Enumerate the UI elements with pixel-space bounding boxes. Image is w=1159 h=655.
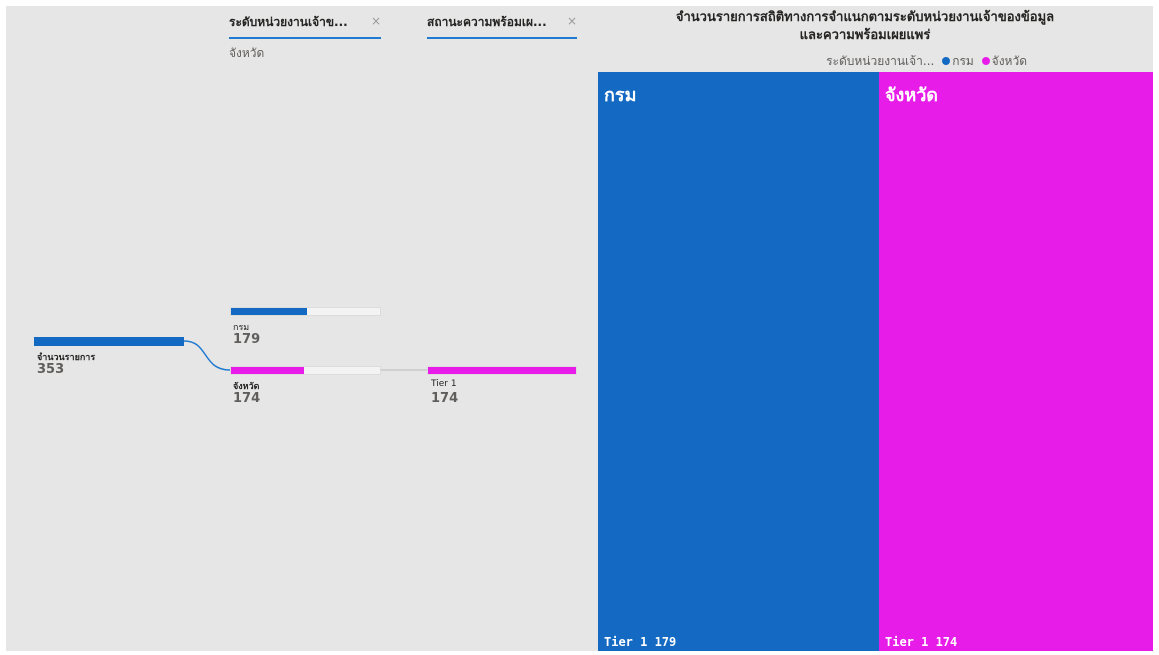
root-node-label: จำนวนรายการ: [37, 353, 96, 363]
level-header-owner-label: ระดับหน่วยงานเจ้าข...: [229, 15, 348, 29]
treemap-title-line1: จำนวนรายการสถิติทางการจำแนกตามระดับหน่วย…: [675, 10, 1055, 25]
legend-label-changwat[interactable]: จังหวัด: [991, 54, 1027, 68]
node-value-changwat: 174: [233, 391, 261, 406]
legend-dot-krom: [942, 57, 951, 65]
root-node-value: 353: [37, 362, 65, 377]
node-value-tier1: 174: [431, 391, 459, 406]
level-header-readiness-label: สถานะความพร้อมเผ...: [427, 15, 547, 29]
root-node-bar[interactable]: [34, 337, 184, 346]
node-bar-fill-krom: [231, 308, 307, 315]
tile-name-changwat: จังหวัด: [885, 85, 938, 106]
tile-name-krom: กรม: [604, 85, 637, 106]
node-bar-fill-changwat: [231, 367, 305, 374]
level-header-owner[interactable]: ระดับหน่วยงานเจ้าข... ×: [229, 13, 381, 39]
legend-dot-changwat: [981, 57, 990, 65]
close-icon[interactable]: ×: [370, 14, 381, 28]
treemap-title-line2: และความพร้อมเผยแพร่: [799, 28, 931, 43]
tree-connector: [184, 340, 231, 371]
node-value-krom: 179: [233, 332, 261, 347]
tile-footer-krom: Tier 1 179: [604, 635, 677, 649]
node-bar-krom[interactable]: [230, 307, 381, 316]
node-bar-fill-tier1: [428, 367, 576, 374]
close-icon[interactable]: ×: [566, 14, 577, 28]
treemap-tile-changwat[interactable]: จังหวัด Tier 1 174: [879, 72, 1153, 651]
treemap-tile-krom[interactable]: กรม Tier 1 179: [598, 72, 879, 651]
treemap-legend: ระดับหน่วยงานเจ้า... กรม จังหวัด: [826, 52, 1027, 71]
tree-connector-2: [381, 369, 427, 371]
node-label-krom: กรม: [233, 323, 250, 333]
legend-title: ระดับหน่วยงานเจ้า...: [826, 54, 935, 68]
level-header-readiness[interactable]: สถานะความพร้อมเผ... ×: [427, 13, 577, 39]
node-bar-changwat[interactable]: [230, 366, 381, 375]
level-header-owner-selected: จังหวัด: [229, 46, 265, 60]
node-bar-tier1[interactable]: [427, 366, 577, 375]
node-label-changwat: จังหวัด: [233, 382, 260, 392]
legend-label-krom[interactable]: กรม: [952, 54, 974, 68]
tile-footer-changwat: Tier 1 174: [885, 635, 958, 649]
node-label-tier1: Tier 1: [431, 379, 457, 389]
